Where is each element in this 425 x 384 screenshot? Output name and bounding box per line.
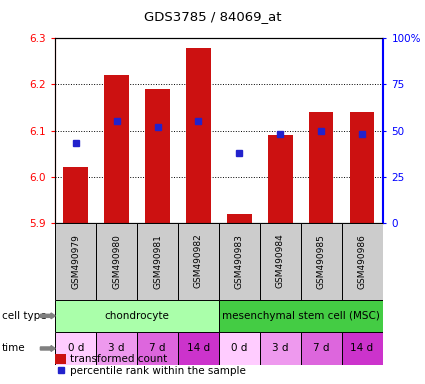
Bar [260,332,300,365]
Bar [260,223,300,300]
Bar [227,214,252,223]
Text: 3 d: 3 d [272,343,289,354]
Bar [309,112,333,223]
Text: GDS3785 / 84069_at: GDS3785 / 84069_at [144,10,281,23]
Bar [219,223,260,300]
Bar [63,167,88,223]
Bar [55,332,96,365]
Bar [137,332,178,365]
Text: chondrocyte: chondrocyte [105,311,170,321]
Text: mesenchymal stem cell (MSC): mesenchymal stem cell (MSC) [222,311,380,321]
Bar [55,300,219,332]
Bar [300,332,342,365]
Bar [219,300,382,332]
Bar [96,223,137,300]
Bar [268,135,292,223]
Bar [178,332,219,365]
Text: 14 d: 14 d [351,343,374,354]
Text: GSM490981: GSM490981 [153,234,162,288]
Text: 0 d: 0 d [231,343,247,354]
Bar [300,223,342,300]
Text: GSM490980: GSM490980 [112,234,121,288]
Text: GSM490982: GSM490982 [194,234,203,288]
Bar [350,112,374,223]
Text: time: time [2,343,26,354]
Bar [145,89,170,223]
Bar [219,332,260,365]
Text: transformed count: transformed count [70,354,167,364]
Bar [342,223,383,300]
Text: 14 d: 14 d [187,343,210,354]
Bar [137,223,178,300]
Bar [104,75,129,223]
Text: GSM490983: GSM490983 [235,234,244,288]
Text: 7 d: 7 d [149,343,166,354]
Text: GSM490984: GSM490984 [276,234,285,288]
Text: percentile rank within the sample: percentile rank within the sample [70,366,246,376]
Bar [186,48,211,223]
Bar [178,223,219,300]
Bar [55,223,96,300]
Bar [342,332,383,365]
Text: GSM490986: GSM490986 [357,234,366,288]
Text: GSM490985: GSM490985 [317,234,326,288]
Text: 7 d: 7 d [313,343,329,354]
Text: GSM490979: GSM490979 [71,234,80,288]
Text: 0 d: 0 d [68,343,84,354]
Text: cell type: cell type [2,311,47,321]
Bar [96,332,137,365]
Text: 3 d: 3 d [108,343,125,354]
